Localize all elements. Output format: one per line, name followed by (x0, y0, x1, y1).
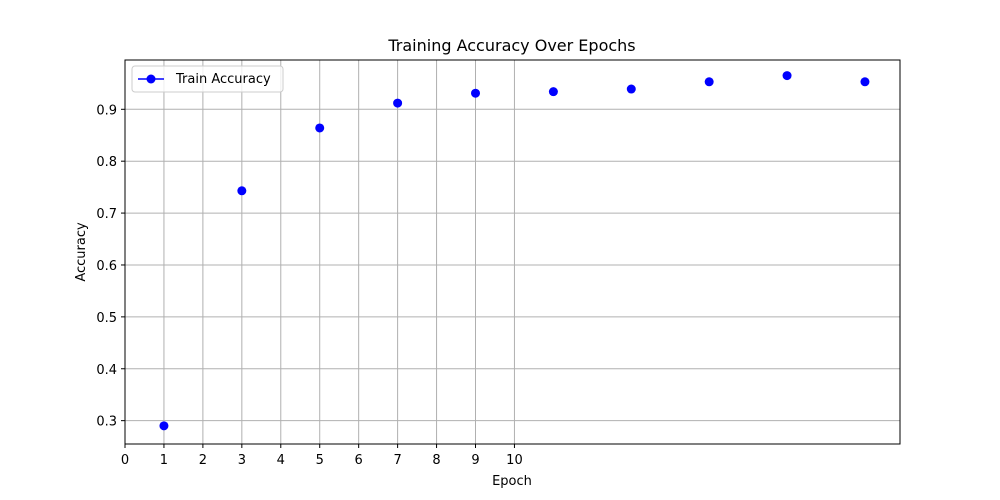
plot-frame (124, 59, 901, 445)
y-tick-label: 0.9 (96, 103, 117, 118)
x-tick-label: 5 (316, 453, 324, 468)
data-point (471, 88, 481, 98)
data-point (860, 77, 870, 87)
y-tick-label: 0.7 (96, 207, 117, 222)
data-point (393, 98, 403, 108)
legend-box (131, 65, 284, 93)
data-point (626, 84, 636, 94)
y-tick-label: 0.4 (96, 363, 117, 378)
ticks: 0 1 2 3 4 5 6 7 8 9 10 0.3 0.4 0.5 0.6 0.7 0.8 0.9 (96, 103, 522, 468)
x-tick-label: 4 (277, 453, 285, 468)
data-point (548, 87, 558, 97)
x-axis-label: Epoch (492, 474, 532, 489)
x-tick-label: 1 (160, 453, 168, 468)
x-tick-label: 3 (238, 453, 246, 468)
x-tick-label: 0 (121, 453, 129, 468)
data-point (782, 71, 792, 81)
y-tick-label: 0.5 (96, 311, 117, 326)
y-tick-label: 0.6 (96, 259, 117, 274)
plot-background (125, 60, 900, 444)
y-tick-label: 0.8 (96, 155, 117, 170)
data-point (237, 186, 247, 196)
x-tick-label: 2 (199, 453, 207, 468)
legend-marker (146, 74, 156, 84)
data-points (159, 71, 870, 431)
y-axis-label: Accuracy (74, 222, 89, 282)
legend: Train Accuracy (131, 65, 284, 93)
chart-title: Training Accuracy Over Epochs (387, 36, 635, 55)
data-point (315, 123, 325, 133)
x-tick-label: 10 (506, 453, 523, 468)
data-point (704, 77, 714, 87)
x-tick-label: 9 (471, 453, 479, 468)
x-tick-label: 7 (393, 453, 401, 468)
legend-label: Train Accuracy (175, 72, 271, 87)
y-tick-label: 0.3 (96, 415, 117, 430)
x-tick-label: 6 (355, 453, 363, 468)
data-point (159, 421, 169, 431)
x-tick-label: 8 (432, 453, 440, 468)
